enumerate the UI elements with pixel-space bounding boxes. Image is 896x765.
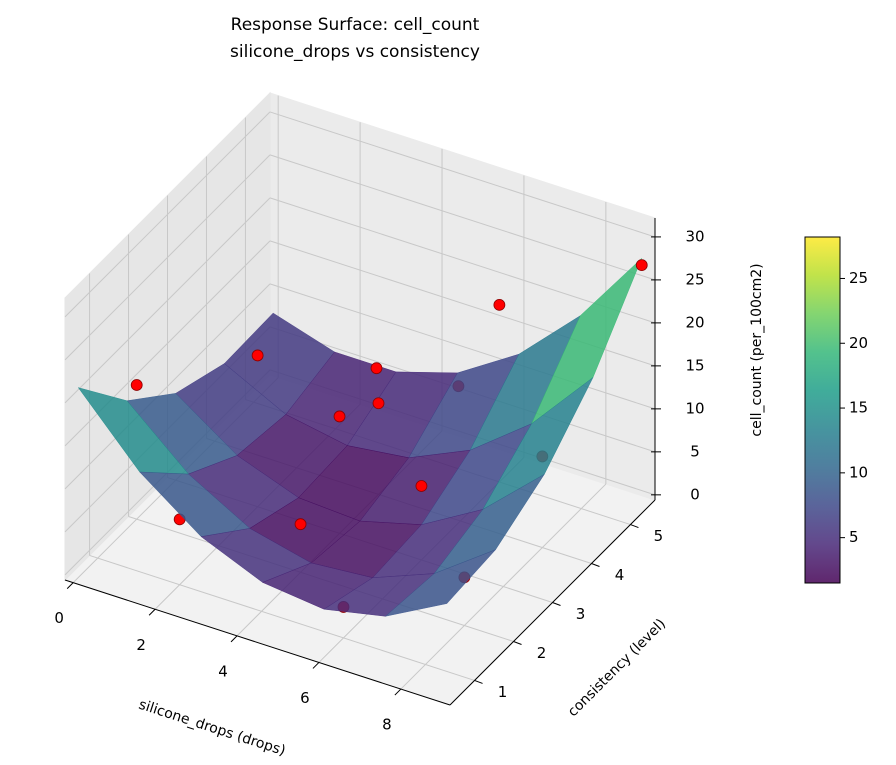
- colorbar-tick-label: 20: [849, 334, 868, 352]
- chart-subtitle: silicone_drops vs consistency: [230, 42, 480, 62]
- y-tick-label: 4: [615, 566, 625, 584]
- data-point: [372, 397, 385, 410]
- x-tick-label: 6: [300, 689, 310, 707]
- x-tick-label: 2: [136, 636, 146, 654]
- grid-line: [64, 283, 271, 490]
- x-tick-label: 4: [218, 662, 228, 680]
- x-axis-label: silicone_drops (drops): [137, 697, 288, 760]
- y-tick-label: 5: [654, 527, 664, 545]
- x-tick: [394, 688, 402, 696]
- data-point: [635, 259, 648, 272]
- z-tick-label: 15: [685, 356, 704, 374]
- y-tick-label: 1: [498, 683, 508, 701]
- x-tick-label: 0: [54, 609, 64, 627]
- y-axis-label: consistency (level): [565, 616, 669, 720]
- surface-patch: [384, 549, 496, 617]
- data-point: [415, 480, 428, 492]
- y-tick: [591, 563, 600, 567]
- grid-line: [269, 111, 656, 238]
- data-point: [251, 349, 264, 362]
- x-tick: [230, 635, 238, 643]
- grid-line: [269, 283, 656, 410]
- colorbar-tick-label: 10: [849, 463, 868, 481]
- grid-line: [64, 154, 271, 361]
- colorbar-tick-label: 15: [849, 399, 868, 417]
- y-tick: [630, 524, 639, 529]
- y-tick: [552, 602, 561, 606]
- data-point: [333, 410, 346, 423]
- chart-title: Response Surface: cell_count: [231, 15, 480, 35]
- colorbar: [804, 236, 841, 584]
- data-point: [493, 298, 506, 311]
- x-tick: [312, 662, 320, 669]
- x-tick-label: 8: [382, 716, 392, 734]
- y-tick-label: 2: [537, 644, 547, 662]
- x-tick: [66, 582, 74, 590]
- grid-line: [64, 111, 271, 318]
- colorbar-tick-label: 5: [849, 528, 859, 546]
- x-axis: [64, 579, 451, 706]
- x-tick: [148, 608, 156, 616]
- grid-line: [269, 197, 656, 324]
- data-point: [370, 362, 383, 375]
- grid-line: [89, 554, 475, 681]
- z-tick-label: 5: [690, 442, 700, 460]
- data-point: [130, 379, 143, 391]
- z-tick-label: 30: [685, 227, 704, 245]
- z-tick-label: 0: [690, 485, 700, 503]
- grid-line: [269, 154, 656, 281]
- y-tick: [513, 641, 522, 645]
- y-tick: [474, 679, 483, 684]
- z-tick-label: 20: [685, 313, 704, 331]
- z-axis-label: cell_count (per_100cm2): [749, 263, 765, 436]
- grid-line: [64, 197, 271, 404]
- colorbar-tick-label: 25: [849, 269, 868, 287]
- z-tick-label: 25: [685, 270, 704, 288]
- data-point: [294, 518, 307, 531]
- y-tick-label: 3: [576, 605, 586, 623]
- z-tick-label: 10: [685, 399, 704, 417]
